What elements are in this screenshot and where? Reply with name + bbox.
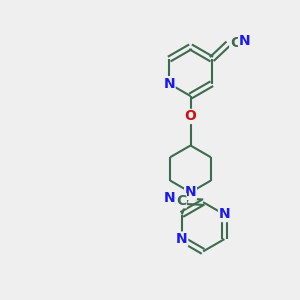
- Text: N: N: [164, 191, 175, 205]
- Text: N: N: [185, 185, 196, 199]
- Text: N: N: [164, 77, 175, 91]
- Text: C: C: [230, 36, 240, 50]
- Text: O: O: [184, 110, 196, 123]
- Text: N: N: [176, 232, 188, 246]
- Text: N: N: [239, 34, 250, 48]
- Text: N: N: [219, 208, 230, 221]
- Text: C: C: [176, 194, 186, 208]
